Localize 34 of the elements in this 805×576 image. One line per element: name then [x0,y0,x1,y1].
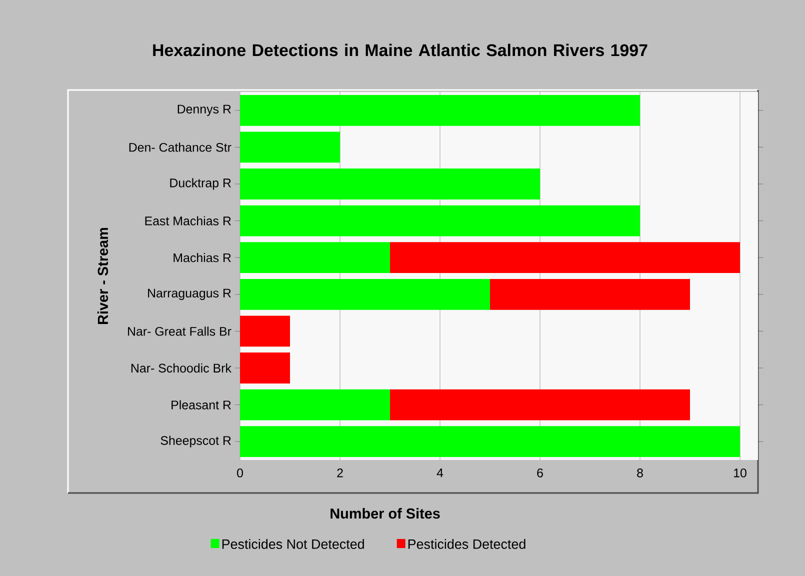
bar [490,278,690,310]
x-tick-label: 8 [637,468,643,478]
y-tick-label: Machias R [174,253,231,262]
y-tick-label: Pleasant R [172,400,231,410]
bar [240,389,390,420]
bar [390,389,690,420]
bar [390,242,740,274]
bar [240,132,340,163]
x-tick-label: 4 [436,468,444,478]
x-tick-label: 10 [734,468,746,478]
x-tick-label: 2 [337,468,343,478]
y-tick-label: Dennys R [178,104,231,116]
legend-label: Pesticides Not Detected [222,539,364,549]
bar [240,242,390,274]
bar [240,205,640,236]
bar [240,168,540,200]
bar [240,316,290,347]
y-tick-label: Nar- Schoodic Brk [131,363,232,373]
x-tick-label: 0 [237,468,243,478]
bar [240,352,290,384]
y-axis-title: River - Stream [97,228,108,324]
y-tick-label: Narraguagus R [148,288,231,300]
y-tick-label: Nar- Great Falls Br [128,326,232,336]
x-tick-label: 6 [537,468,543,478]
chart-title: Hexazinone Detections in Maine Atlantic Salmon Rivers 1997 [153,44,648,56]
bar [240,426,740,458]
bar [240,278,490,310]
y-tick-label: East Machias R [145,216,231,226]
y-tick-label: Den- Cathance Str [129,142,232,152]
legend-label: Pesticides Detected [408,539,526,549]
x-axis-title: Number of Sites [330,508,440,519]
bar [240,94,640,126]
y-tick-label: Ducktrap R [170,178,231,190]
y-tick-label: Sheepscot R [160,436,231,448]
